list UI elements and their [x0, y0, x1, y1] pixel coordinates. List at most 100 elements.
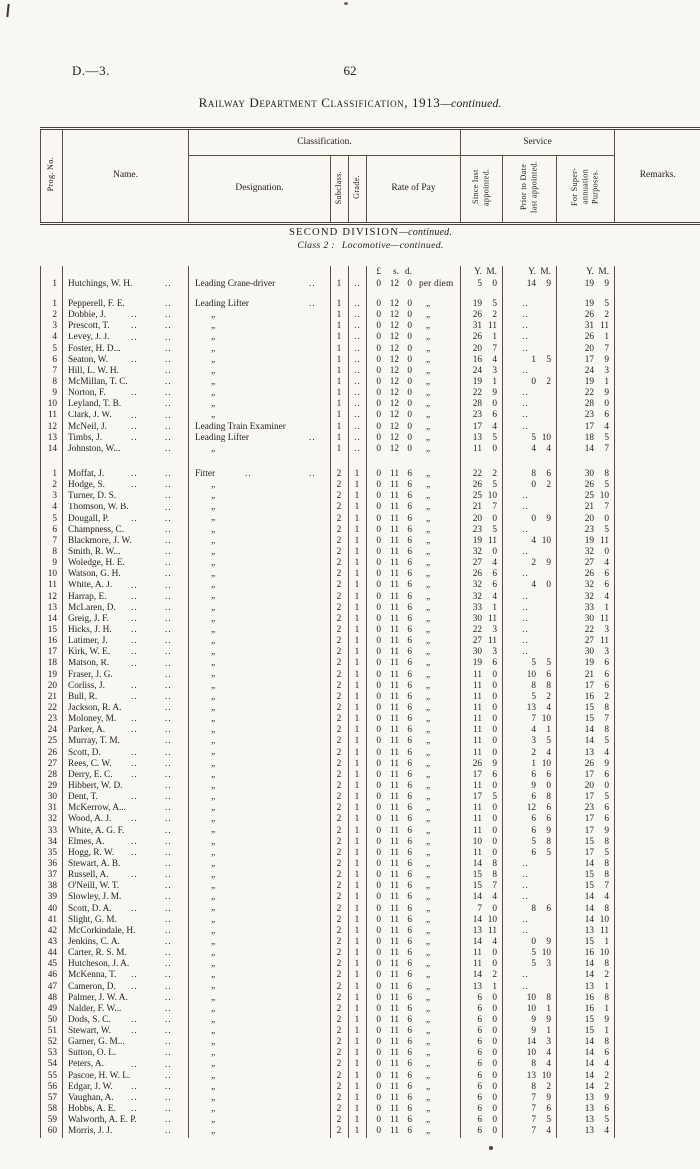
- service-value: 32 4: [557, 592, 614, 602]
- designation-cell: „: [188, 859, 331, 871]
- designation-cell: „: [188, 613, 331, 626]
- rate-of-pay-value: 0 11 6 „: [367, 959, 460, 969]
- name-text: Carter, R. S. M.: [68, 948, 127, 959]
- name-cell: O'Neill, W. T...: [62, 881, 189, 893]
- months-value: 2: [492, 469, 497, 480]
- name-text: Russell, A.: [68, 870, 109, 881]
- name-cell: Palmer, J. W. A...: [62, 992, 189, 1004]
- ditto-mark: „: [426, 1048, 431, 1059]
- rate-of-pay-value: 0 11 6 „: [367, 547, 460, 557]
- designation-cell: Leading Lifter..: [188, 432, 331, 444]
- since-appointed-cell: 23 5: [460, 524, 503, 536]
- prog-no-cell: 43: [40, 937, 63, 949]
- since-appointed-cell: 19 6: [460, 658, 503, 670]
- rate-of-pay-value: 0 11 6 „: [367, 659, 460, 669]
- pay-part: 11: [390, 825, 399, 836]
- years-value: 5: [531, 948, 536, 959]
- table-row: 54 Peters, A..... „ 2 1 0 11 6 „ 6 0 8 4 14 4: [40, 1059, 700, 1071]
- name-text: McKenna, T.: [68, 970, 117, 981]
- pay-part: 0: [376, 602, 381, 613]
- pay-part: 0: [376, 580, 381, 591]
- months-value: 2: [604, 691, 610, 702]
- designation-cell: „: [188, 903, 331, 915]
- service-value: 24 3: [557, 366, 614, 376]
- prog-no-cell: 16: [40, 636, 63, 648]
- months-value: 4: [492, 591, 497, 602]
- years-value: 14: [526, 278, 536, 289]
- months-value: 7: [492, 343, 497, 354]
- leader-dots: ..: [165, 959, 172, 970]
- pay-part: 0: [376, 881, 381, 892]
- remarks-cell: [614, 981, 700, 993]
- rate-of-pay-cell: 0 12 0 per diem: [366, 279, 461, 291]
- subclass-cell: 2: [330, 535, 349, 548]
- grade-cell: 1: [348, 1026, 367, 1038]
- designation-cell: „: [188, 881, 331, 893]
- pay-part: 0: [407, 310, 412, 321]
- leader-dots: ..: [165, 491, 172, 502]
- designation-cell: „: [188, 981, 331, 993]
- prog-no-cell: 20: [40, 680, 63, 692]
- years-value: 17: [584, 680, 595, 691]
- ditto-mark: „: [211, 524, 216, 535]
- months-value: 0: [492, 1081, 497, 1092]
- since-appointed-cell: 11 0: [460, 714, 503, 726]
- name-text: Hutchings, W. H.: [68, 279, 133, 289]
- subclass-cell: 2: [330, 513, 349, 525]
- grade-cell: 1: [348, 1037, 367, 1049]
- pay-part: 0: [376, 410, 381, 421]
- pay-part: 0: [407, 443, 412, 454]
- service-value: 16 8: [557, 993, 614, 1003]
- table-row: 11 White, A. J..... „ 2 1 0 11 6 „ 32 6 4 0 32 6: [40, 580, 700, 592]
- subclass-cell: 2: [330, 792, 349, 804]
- leader-dots: ..: [131, 680, 138, 691]
- rate-of-pay-value: 0 12 0 „: [367, 344, 460, 354]
- leader-dots: ..: [131, 613, 138, 624]
- pay-part: 6: [407, 1104, 412, 1115]
- service-value: 17 5: [557, 848, 614, 858]
- months-value: 6: [546, 1104, 551, 1115]
- years-value: 8: [531, 680, 536, 691]
- pay-part: 6: [407, 1115, 412, 1126]
- years-value: 13: [584, 747, 595, 758]
- class-label: Class 2 :: [297, 239, 335, 251]
- months-value: 9: [604, 388, 610, 399]
- prior-appointed-cell: ..: [502, 925, 557, 938]
- name-text: Elmes, A.: [68, 836, 105, 847]
- ditto-mark: „: [211, 513, 216, 524]
- leader-dots: ..: [165, 636, 172, 647]
- months-value: 4: [492, 936, 497, 947]
- service-value: 26 9: [461, 759, 502, 769]
- service-value: ..: [522, 591, 529, 602]
- spacer-cell: [614, 290, 700, 300]
- table-row: 1 Moffat, J..... Fitter.... 2 1 0 11 6 „ 22 2 8 6 30 8: [40, 469, 700, 481]
- years-value: 27: [472, 636, 482, 647]
- ditto-mark: „: [211, 948, 216, 958]
- designation-cell: „: [188, 747, 331, 759]
- ditto-mark: „: [426, 1003, 431, 1014]
- ditto-mark: „: [211, 410, 216, 421]
- name-text: Morris, J. J.: [68, 1126, 113, 1137]
- pay-part: 0: [376, 591, 381, 602]
- table-row: 41 Slight, G. M... „ 2 1 0 11 6 „ 14 10.. 14 10: [40, 914, 700, 926]
- pay-part: 11: [390, 1104, 399, 1115]
- designation-cell: „: [188, 870, 331, 882]
- ditto-mark: „: [211, 1048, 216, 1059]
- years-value: 13: [584, 1092, 595, 1103]
- ditto-mark: „: [211, 399, 216, 410]
- rate-of-pay-value: 0 11 6 „: [367, 636, 460, 647]
- pay-part: 0: [376, 636, 381, 647]
- grade-cell: 1: [348, 602, 367, 614]
- grade-cell: ..: [348, 354, 367, 366]
- pay-part: 0: [407, 421, 412, 432]
- ditto-mark: „: [211, 365, 216, 376]
- document-reference: D.—3.: [72, 63, 110, 78]
- designation-cell: „: [188, 925, 331, 938]
